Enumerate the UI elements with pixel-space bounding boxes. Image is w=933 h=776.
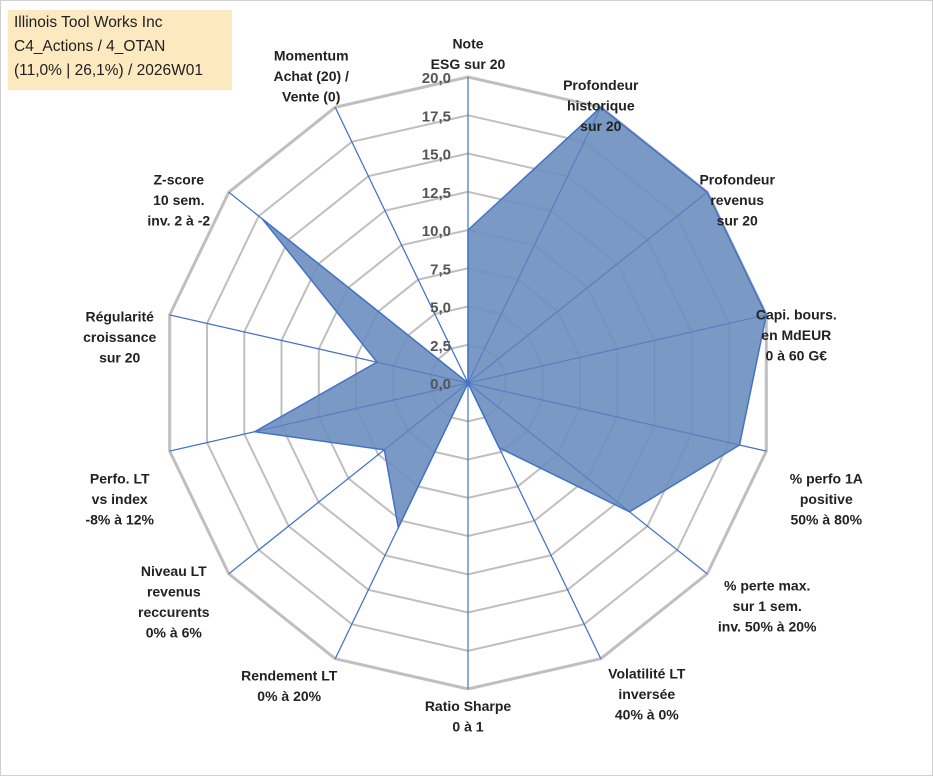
axis-label: inversée — [618, 686, 675, 702]
axis-spoke-overlay — [228, 191, 469, 384]
tick-label: 12,5 — [422, 185, 451, 202]
series-layer — [169, 77, 768, 689]
stats-label: (11,0% | 26,1%) / 2026W01 — [14, 62, 203, 79]
axis-label: positive — [800, 491, 853, 507]
axis-label: 0% à 20% — [257, 688, 321, 704]
series-area — [252, 106, 768, 531]
axis-label: reccurents — [138, 604, 210, 620]
tick-label: 0,0 — [430, 376, 451, 393]
axis-label: Perfo. LT — [90, 471, 150, 487]
axis-spoke-overlay — [334, 107, 469, 384]
axis-label: Capi. bours. — [756, 306, 837, 322]
axis-label: Ratio Sharpe — [425, 698, 512, 714]
category-label: C4_Actions / 4_OTAN — [14, 38, 166, 55]
axis-label: sur 20 — [580, 118, 621, 134]
axis-label: revenus — [710, 192, 764, 208]
company-name: Illinois Tool Works Inc — [14, 14, 163, 31]
axis-spoke-overlay — [467, 314, 767, 384]
axis-label: inv. 2 à -2 — [147, 213, 210, 229]
axis-label: % perfo 1A — [790, 471, 863, 487]
info-box: Illinois Tool Works Inc C4_Actions / 4_O… — [8, 10, 232, 90]
axis-label: Rendement LT — [241, 668, 338, 684]
axis-label: Z-score — [154, 172, 205, 188]
axis-label: Régularité — [85, 308, 154, 324]
tick-label: 5,0 — [430, 300, 451, 317]
axis-label: sur 20 — [717, 213, 758, 229]
tick-label: 10,0 — [422, 223, 451, 240]
axis-spoke-overlay — [467, 382, 602, 659]
axis-label: 0% à 6% — [146, 625, 203, 641]
axis-label: % perte max. — [724, 577, 810, 593]
axis-label: Profondeur — [563, 77, 639, 93]
tick-label: 2,5 — [430, 338, 451, 355]
axis-label: en MdEUR — [761, 327, 831, 343]
tick-label: 15,0 — [422, 147, 451, 164]
axis-label: -8% à 12% — [85, 512, 154, 528]
axis-label: sur 20 — [99, 349, 140, 365]
axis-label: 0 à 60 G€ — [766, 347, 828, 363]
axis-label: Niveau LT — [141, 563, 207, 579]
axis-spoke-overlay — [169, 314, 469, 384]
axis-label: revenus — [147, 584, 201, 600]
axis-label-layer: Note ESG sur 20 Profondeur historique sur 20… — [83, 36, 863, 735]
tick-label: 17,5 — [422, 108, 451, 125]
axis-label: 10 sem. — [153, 192, 204, 208]
axis-spoke-overlay — [169, 382, 469, 452]
axis-label: Note — [452, 36, 483, 52]
axis-spoke-overlay — [467, 382, 708, 575]
axis-label: ESG sur 20 — [431, 56, 506, 72]
axis-label: croissance — [83, 329, 156, 345]
tick-layer: 0,0 2,5 5,0 7,5 10,0 12,5 15,0 17,5 20,0 — [422, 70, 451, 393]
axis-label: Profondeur — [699, 172, 775, 188]
axis-label: inv. 50% à 20% — [718, 618, 817, 634]
axis-label: 0 à 1 — [452, 719, 483, 735]
tick-label: 20,0 — [422, 70, 451, 87]
axis-label: 40% à 0% — [615, 707, 679, 723]
axis-spoke-overlay — [228, 382, 469, 575]
axis-label: Momentum — [274, 47, 349, 63]
axis-spoke-overlay — [467, 191, 708, 384]
axis-label: 50% à 80% — [790, 512, 862, 528]
axis-label: Volatilité LT — [608, 666, 686, 682]
axis-label: Achat (20) / — [273, 68, 349, 84]
axis-spoke-overlay — [467, 107, 602, 384]
axis-spoke-overlay — [334, 382, 469, 659]
axis-label: sur 1 sem. — [733, 598, 802, 614]
tick-label: 7,5 — [430, 261, 451, 278]
axis-label: vs index — [92, 491, 148, 507]
axis-label: Vente (0) — [282, 88, 340, 104]
axis-spoke-overlay — [467, 382, 767, 452]
axis-label: historique — [567, 97, 635, 113]
